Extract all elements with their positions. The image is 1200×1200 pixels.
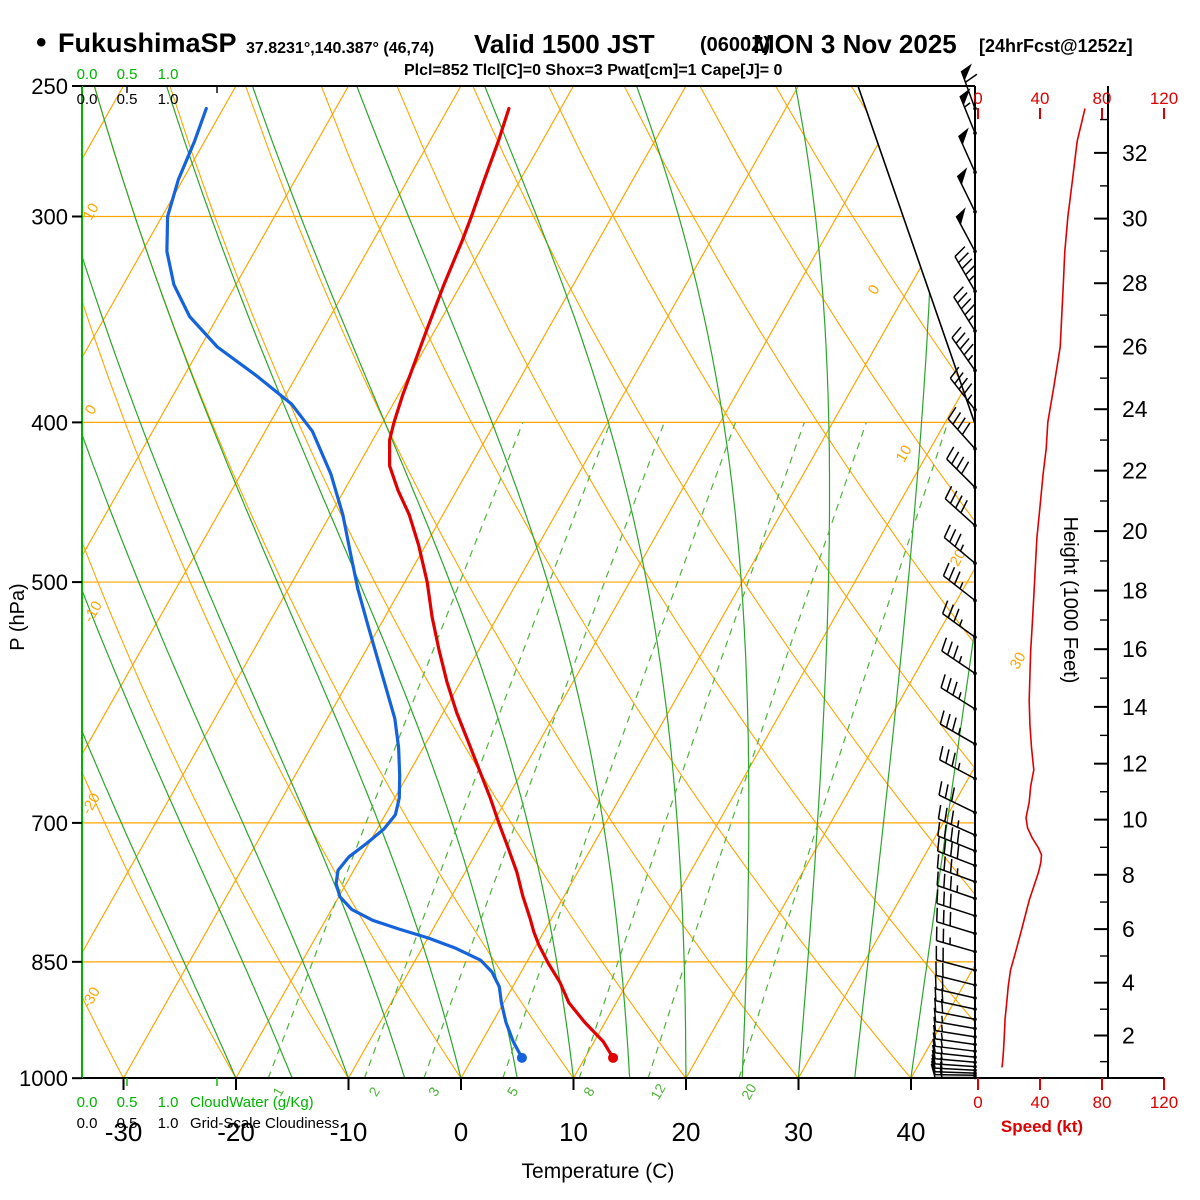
station-bullet: • <box>36 26 47 59</box>
temperature-tick-label: 20 <box>672 1117 701 1147</box>
speed-tick-label: 120 <box>1150 89 1178 108</box>
height-tick-label: 20 <box>1122 518 1148 544</box>
isotherm-lines <box>82 86 975 1078</box>
speed-axis: 0 0 40 40 80 80 120 120 Speed (kt) <box>973 89 1178 1136</box>
height-tick-label: 12 <box>1122 751 1148 777</box>
isotherm-label: 0 <box>865 282 884 298</box>
speed-tick-label: 0 <box>973 1093 982 1112</box>
temperature-axis-title: Temperature (C) <box>522 1160 675 1183</box>
grid-lines <box>82 86 975 1078</box>
isobar-lines <box>82 215 975 963</box>
forecast-tag: [24hrFcst@1252z] <box>979 36 1133 56</box>
cloudwater-scale-label: 0.5 <box>117 66 138 83</box>
speed-tick-label: 120 <box>1150 1093 1178 1112</box>
cloudwater-scale-label: 0.0 <box>77 1094 98 1111</box>
mixing-ratio-label: 20 <box>738 1081 760 1103</box>
height-tick-label: 32 <box>1122 140 1148 166</box>
temperature-tick-label: -20 <box>217 1117 255 1147</box>
cloudiness-scale-label: 0.5 <box>117 1115 138 1132</box>
cloud-scale: 0.0 0.0 0.0 0.0 0.5 0.5 0.5 0.5 1.0 1.0 1.0 1.0 Clou… <box>77 66 340 1132</box>
speed-axis-title: Speed (kt) <box>1001 1117 1083 1136</box>
speed-tick-label: 80 <box>1093 89 1112 108</box>
mixing-ratio-lines <box>267 422 949 1078</box>
pressure-tick-label: 400 <box>31 410 68 435</box>
station-name: FukushimaSP <box>58 28 237 58</box>
isotherm-label: 20 <box>947 546 970 569</box>
height-tick-label: 6 <box>1122 916 1135 942</box>
sounding-parameters: Plcl=852 Tlcl[C]=0 Shox=3 Pwat[cm]=1 Cap… <box>404 62 783 79</box>
speed-tick-label: 40 <box>1031 89 1050 108</box>
surface-markers <box>516 1052 619 1063</box>
pressure-tick-label: 700 <box>31 811 68 836</box>
isotherm-label: -10 <box>80 598 106 625</box>
mixing-ratio-label: 5 <box>504 1084 522 1099</box>
cloudiness-scale-label: 0.0 <box>77 91 98 108</box>
surface-dewpoint-dot <box>516 1052 527 1063</box>
pressure-tick-label: 250 <box>31 74 68 99</box>
height-tick-label: 14 <box>1122 694 1148 720</box>
isotherm-label: 10 <box>893 442 916 465</box>
isotherm-label: 30 <box>1007 649 1030 672</box>
height-tick-label: 16 <box>1122 636 1148 662</box>
height-tick-label: 10 <box>1122 807 1148 833</box>
height-axis-title: Height (1000 Feet) <box>1059 517 1081 684</box>
cloudwater-scale-label: 0.0 <box>77 66 98 83</box>
height-tick-label: 28 <box>1122 270 1148 296</box>
moist-adiabat-lines <box>82 86 975 1078</box>
speed-tick-label: 40 <box>1031 1093 1050 1112</box>
cloudiness-scale-label: 0.5 <box>117 91 138 108</box>
cloudwater-axis-title: CloudWater (g/Kg) <box>190 1094 314 1111</box>
mixing-ratio-label: 8 <box>580 1084 598 1099</box>
height-tick-label: 24 <box>1122 396 1148 422</box>
isotherm-label: 10 <box>80 200 103 223</box>
pressure-axis-title: P (hPa) <box>7 583 29 650</box>
height-tick-label: 30 <box>1122 206 1148 232</box>
cloudiness-axis-title: Grid-Scale Cloudiness <box>190 1115 339 1132</box>
mixing-ratio-label: 2 <box>365 1084 383 1099</box>
cloudiness-scale-label: 0.0 <box>77 1115 98 1132</box>
height-tick-label: 2 <box>1122 1023 1135 1049</box>
height-tick-label: 4 <box>1122 970 1135 996</box>
pressure-tick-label: 1000 <box>19 1066 68 1091</box>
surface-temperature-dot <box>608 1052 619 1063</box>
wind-speed-line <box>1001 108 1086 1068</box>
isotherm-label: 0 <box>82 402 101 418</box>
height-tick-label: 26 <box>1122 334 1148 360</box>
dewpoint-curve <box>165 106 524 1060</box>
cloudwater-scale-label: 0.5 <box>117 1094 138 1111</box>
wind-barbs <box>930 63 978 1080</box>
temperature-tick-label: -10 <box>330 1117 368 1147</box>
temperature-tick-label: 0 <box>454 1117 468 1147</box>
temperature-tick-label: -30 <box>105 1117 143 1147</box>
temperature-tick-label: 40 <box>897 1117 926 1147</box>
temperature-axis: -30 -20 -10 0 10 20 30 40 Temperature (C) <box>105 1078 926 1183</box>
mixing-ratio-label: 12 <box>647 1081 669 1103</box>
cloudwater-scale-label: 1.0 <box>158 66 179 83</box>
temperature-tick-label: 10 <box>559 1117 588 1147</box>
pressure-tick-label: 300 <box>31 204 68 229</box>
cloudiness-scale-label: 1.0 <box>158 91 179 108</box>
speed-tick-label: 80 <box>1093 1093 1112 1112</box>
pressure-tick-label: 500 <box>31 570 68 595</box>
mixing-ratio-label: 3 <box>425 1084 443 1099</box>
zulu-time: (0600Z) <box>700 34 771 56</box>
speed-tick-label: 0 <box>973 89 982 108</box>
valid-date: MON 3 Nov 2025 <box>753 29 957 59</box>
pressure-tick-label: 850 <box>31 950 68 975</box>
height-tick-label: 8 <box>1122 862 1135 888</box>
pressure-axis: 250 300 400 500 700 850 1000 P (hPa) <box>7 74 82 1091</box>
valid-time: Valid 1500 JST <box>474 29 655 59</box>
station-coordinates: 37.8231°,140.387° (46,74) <box>246 40 435 57</box>
height-tick-label: 22 <box>1122 458 1148 484</box>
temperature-tick-label: 30 <box>784 1117 813 1147</box>
cloudwater-scale-label: 1.0 <box>158 1094 179 1111</box>
cloudiness-scale-label: 1.0 <box>158 1115 179 1132</box>
height-tick-label: 18 <box>1122 578 1148 604</box>
temperature-curve <box>388 106 615 1060</box>
